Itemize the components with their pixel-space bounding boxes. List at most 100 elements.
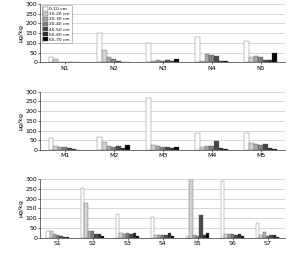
- Bar: [231, 234, 234, 238]
- Bar: [200, 61, 205, 62]
- Bar: [88, 232, 91, 238]
- Bar: [268, 60, 272, 62]
- Bar: [84, 203, 88, 238]
- Bar: [205, 53, 209, 62]
- Bar: [160, 61, 165, 62]
- Bar: [98, 234, 101, 238]
- Bar: [151, 145, 156, 150]
- Bar: [126, 233, 129, 238]
- Bar: [272, 53, 277, 62]
- Bar: [165, 60, 170, 62]
- Bar: [219, 149, 223, 150]
- Bar: [53, 59, 58, 62]
- Bar: [203, 235, 206, 238]
- Bar: [121, 149, 125, 150]
- Bar: [258, 145, 263, 150]
- Bar: [214, 141, 219, 150]
- Bar: [219, 61, 223, 62]
- Bar: [97, 137, 102, 150]
- Bar: [154, 235, 158, 238]
- Bar: [195, 133, 200, 150]
- Bar: [111, 146, 116, 150]
- Bar: [116, 214, 120, 238]
- Bar: [50, 231, 53, 238]
- Bar: [221, 181, 224, 238]
- Bar: [190, 178, 193, 238]
- Bar: [168, 233, 171, 238]
- Bar: [209, 146, 214, 150]
- Bar: [205, 146, 209, 150]
- Bar: [263, 232, 266, 238]
- Bar: [156, 146, 160, 150]
- Bar: [97, 33, 102, 62]
- Bar: [102, 50, 107, 62]
- Bar: [249, 143, 254, 150]
- Bar: [214, 57, 219, 62]
- Bar: [81, 188, 84, 238]
- Bar: [259, 235, 263, 238]
- Bar: [263, 144, 268, 150]
- Bar: [174, 146, 179, 150]
- Bar: [151, 61, 156, 62]
- Bar: [136, 236, 139, 238]
- Bar: [244, 133, 249, 150]
- Bar: [258, 57, 263, 62]
- Bar: [272, 149, 277, 150]
- Bar: [133, 233, 136, 238]
- Bar: [66, 237, 69, 238]
- Bar: [63, 237, 66, 238]
- Bar: [170, 149, 174, 150]
- Bar: [129, 234, 133, 238]
- Bar: [254, 144, 258, 150]
- Bar: [123, 234, 126, 238]
- Bar: [266, 236, 269, 238]
- Y-axis label: μg/kg: μg/kg: [19, 199, 24, 217]
- Bar: [102, 142, 107, 150]
- Bar: [234, 235, 238, 238]
- Bar: [58, 146, 62, 150]
- Bar: [164, 235, 168, 238]
- Bar: [146, 43, 151, 62]
- Bar: [56, 235, 59, 238]
- Bar: [254, 56, 258, 62]
- Bar: [276, 237, 279, 238]
- Bar: [223, 149, 228, 150]
- Bar: [48, 138, 53, 150]
- Bar: [228, 234, 231, 238]
- Bar: [196, 236, 199, 238]
- Bar: [116, 61, 121, 62]
- Bar: [273, 235, 276, 238]
- Y-axis label: μg/kg: μg/kg: [19, 112, 24, 130]
- Bar: [94, 234, 98, 238]
- Bar: [125, 145, 130, 150]
- Bar: [206, 233, 209, 238]
- Bar: [161, 235, 164, 238]
- Bar: [170, 61, 174, 62]
- Bar: [72, 149, 76, 150]
- Bar: [46, 232, 50, 238]
- Bar: [174, 59, 179, 62]
- Bar: [156, 60, 160, 62]
- Bar: [241, 236, 244, 238]
- Bar: [244, 41, 249, 62]
- Bar: [256, 223, 259, 238]
- Bar: [200, 146, 205, 150]
- Bar: [195, 37, 200, 62]
- Bar: [158, 235, 161, 238]
- Bar: [48, 58, 53, 62]
- Bar: [223, 61, 228, 62]
- Bar: [107, 146, 111, 150]
- Bar: [101, 236, 105, 238]
- Bar: [120, 233, 123, 238]
- Bar: [151, 217, 154, 238]
- Bar: [53, 234, 56, 238]
- Y-axis label: μg/kg: μg/kg: [19, 24, 24, 42]
- Bar: [160, 146, 165, 150]
- Bar: [146, 98, 151, 150]
- Legend: 0-10 cm, 10-20 cm, 20-30 cm, 30-40 cm, 40-50 cm, 50-60 cm, 60-70 cm: 0-10 cm, 10-20 cm, 20-30 cm, 30-40 cm, 4…: [42, 5, 72, 43]
- Bar: [67, 148, 72, 150]
- Bar: [107, 58, 111, 62]
- Bar: [111, 59, 116, 62]
- Bar: [268, 149, 272, 150]
- Bar: [209, 54, 214, 62]
